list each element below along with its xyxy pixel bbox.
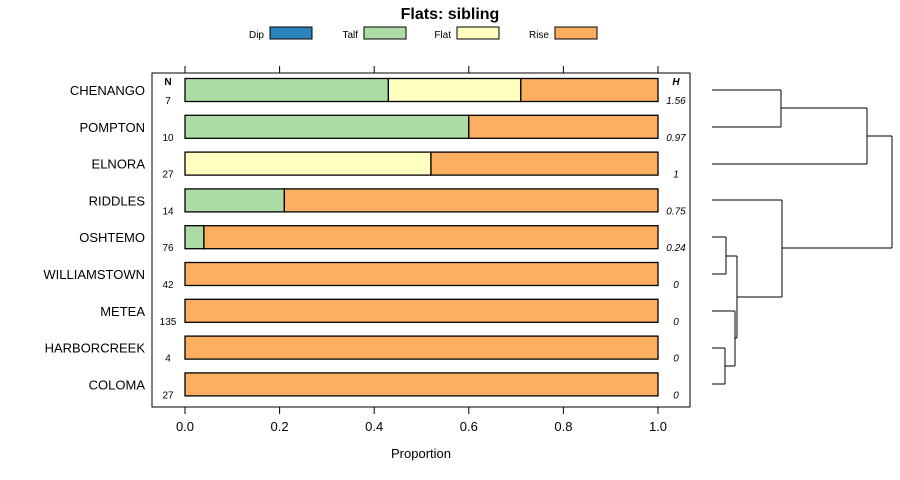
legend-swatch-rise bbox=[554, 26, 598, 40]
category-label: POMPTON bbox=[80, 120, 146, 135]
bar-segment-rise bbox=[184, 261, 659, 287]
dendro-link bbox=[782, 135, 893, 249]
dendrogram bbox=[712, 89, 893, 385]
bar-segment-rise bbox=[520, 77, 659, 103]
legend-label-dip: Dip bbox=[249, 30, 264, 41]
legend: Dip Talf Flat Rise bbox=[249, 26, 598, 41]
x-tick-label: 1.0 bbox=[649, 419, 667, 434]
plot-panel bbox=[151, 72, 691, 408]
h-value: 1.56 bbox=[666, 96, 686, 107]
x-tick-label: 0.0 bbox=[176, 419, 194, 434]
h-value: 0.24 bbox=[666, 243, 686, 254]
bar-segment-talf bbox=[184, 188, 285, 213]
bar-segment-talf bbox=[184, 77, 390, 103]
dendro-link bbox=[712, 89, 782, 128]
n-value: 27 bbox=[162, 390, 174, 401]
n-value: 10 bbox=[162, 133, 174, 144]
category-label: CHENANGO bbox=[70, 83, 145, 98]
dendro-link bbox=[712, 236, 727, 275]
x-tick-label: 0.2 bbox=[271, 419, 289, 434]
dendro-link bbox=[712, 310, 736, 367]
n-value: 135 bbox=[160, 317, 177, 328]
n-value: 14 bbox=[162, 206, 174, 217]
dendro-link bbox=[712, 199, 783, 298]
category-label: HARBORCREEK bbox=[45, 341, 146, 356]
legend-label-flat: Flat bbox=[434, 30, 451, 41]
bar-segment-rise bbox=[184, 298, 659, 323]
bar-segment-talf bbox=[184, 114, 470, 139]
h-value: 0 bbox=[673, 280, 679, 291]
category-label: METEA bbox=[100, 304, 145, 319]
h-value: 1 bbox=[673, 170, 679, 181]
n-value: 42 bbox=[162, 280, 174, 291]
category-label: ELNORA bbox=[92, 157, 146, 172]
dendro-link bbox=[712, 347, 726, 385]
bars-layer bbox=[184, 77, 659, 397]
x-tick-label: 0.8 bbox=[554, 419, 572, 434]
h-value: 0.97 bbox=[666, 133, 686, 144]
h-value: 0 bbox=[673, 390, 679, 401]
n-value: 27 bbox=[162, 170, 174, 181]
bar-segment-rise bbox=[430, 151, 659, 176]
x-tick-label: 0.6 bbox=[460, 419, 478, 434]
legend-swatch-dip bbox=[269, 26, 313, 40]
n-header: N bbox=[164, 77, 171, 88]
h-value: 0.75 bbox=[666, 206, 686, 217]
labels-layer: N H CHENANGO 7 1.56 POMPTON 10 0.97 ELNORA 27 1 RID… bbox=[43, 77, 686, 401]
axes-layer: 0.0 0.2 0.4 0.6 0.8 1.0 bbox=[176, 66, 667, 434]
n-value: 4 bbox=[165, 354, 171, 365]
category-label: RIDDLES bbox=[89, 193, 146, 208]
legend-swatch-flat bbox=[456, 26, 500, 40]
category-label: OSHTEMO bbox=[79, 230, 145, 245]
bar-segment-rise bbox=[283, 188, 659, 213]
bar-segment-rise bbox=[184, 372, 659, 397]
dendro-link bbox=[712, 107, 868, 165]
bar-segment-flat bbox=[387, 77, 522, 103]
bar-segment-rise bbox=[184, 335, 659, 360]
n-value: 7 bbox=[165, 96, 171, 107]
h-header: H bbox=[672, 77, 680, 88]
h-value: 0 bbox=[673, 317, 679, 328]
category-label: COLOMA bbox=[89, 377, 146, 392]
h-value: 0 bbox=[673, 354, 679, 365]
legend-swatch-talf bbox=[363, 26, 407, 40]
n-value: 76 bbox=[162, 243, 174, 254]
x-axis-label: Proportion bbox=[391, 446, 451, 461]
legend-label-talf: Talf bbox=[342, 30, 358, 41]
bar-segment-rise bbox=[203, 225, 659, 250]
x-tick-label: 0.4 bbox=[365, 419, 383, 434]
category-label: WILLIAMSTOWN bbox=[43, 267, 145, 282]
chart-title: Flats: sibling bbox=[401, 6, 500, 23]
legend-label-rise: Rise bbox=[529, 30, 549, 41]
bar-segment-flat bbox=[184, 151, 432, 176]
bar-segment-talf bbox=[184, 225, 205, 250]
bar-segment-rise bbox=[468, 114, 659, 139]
